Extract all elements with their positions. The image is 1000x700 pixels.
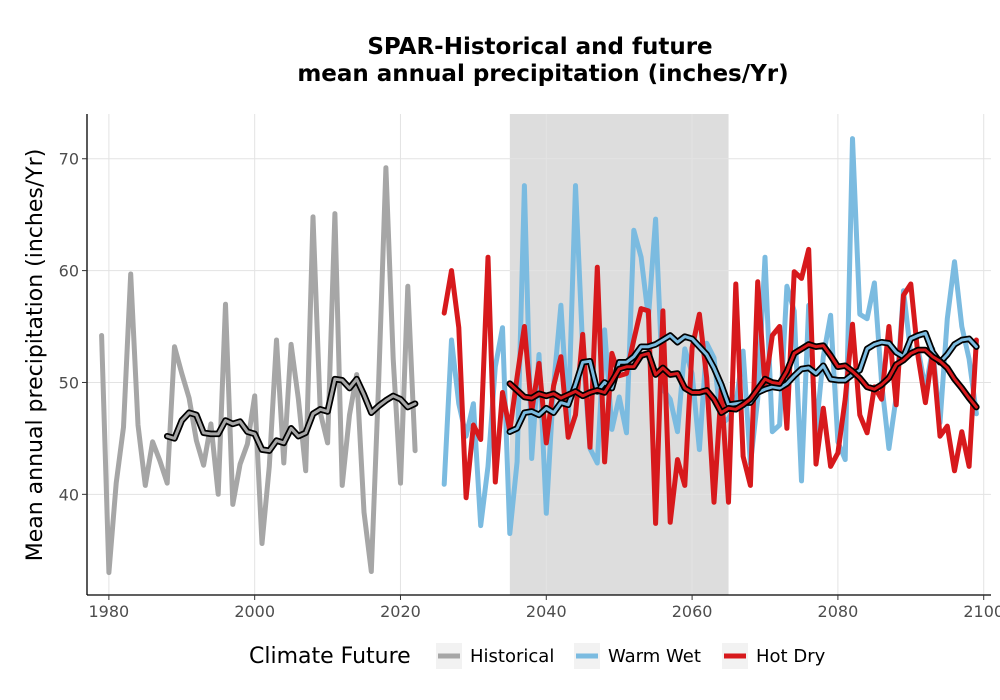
smoothed-line-hot-dry-smoothed- (508, 342, 978, 415)
tick-labels: 1980 2000 2020 2040 2060 2080 2100 40 50 60 70 (59, 150, 1000, 621)
series-line-warm-wet (441, 136, 979, 536)
future-period-shade (509, 114, 729, 595)
y-tick-label: 70 (59, 150, 79, 169)
legend-item-historical: Historical (436, 643, 554, 669)
x-tick-label: 1980 (89, 602, 130, 621)
x-tick-label: 2040 (526, 602, 567, 621)
y-tick-label: 60 (59, 262, 79, 281)
x-tick-label: 2020 (380, 602, 421, 621)
series-lines (99, 136, 980, 576)
smoothed-line-historical-smoothed- (165, 377, 417, 453)
chart-title-line1: SPAR-Historical and future (367, 34, 712, 60)
legend-label: Warm Wet (608, 646, 701, 667)
axes (86, 114, 991, 596)
series-line-hot-dry (441, 246, 979, 526)
legend: Climate Future Historical Warm Wet Hot Dry (249, 643, 826, 669)
legend-label: Hot Dry (756, 646, 826, 667)
legend-label: Historical (470, 646, 554, 667)
series-line-historical (99, 165, 418, 576)
legend-item-hot-dry: Hot Dry (722, 643, 826, 669)
x-tick-label: 2080 (818, 602, 859, 621)
legend-item-warm-wet: Warm Wet (574, 643, 701, 669)
x-tick-label: 2000 (234, 602, 275, 621)
x-tick-label: 2100 (963, 602, 1000, 621)
x-tick-label: 2060 (672, 602, 713, 621)
y-tick-label: 40 (59, 485, 79, 504)
legend-title: Climate Future (249, 644, 411, 669)
y-tick-label: 50 (59, 373, 79, 392)
chart-title-line2: mean annual precipitation (inches/Yr) (297, 61, 788, 87)
y-axis-title: Mean annual precipitation (inches/Yr) (23, 149, 48, 562)
